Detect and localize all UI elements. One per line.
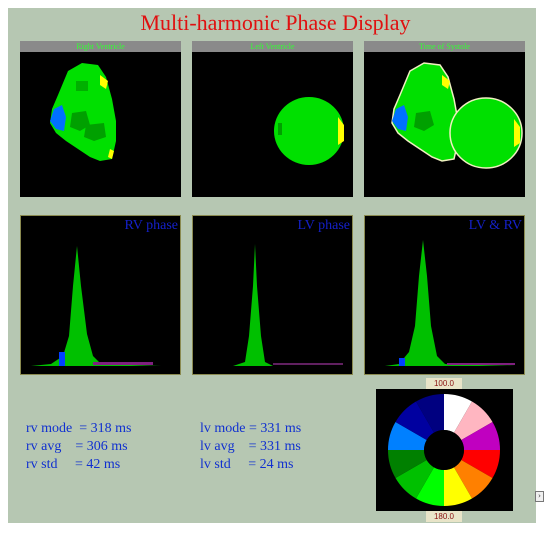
lv-rv-histogram-plot [385,240,515,366]
rv-phase-histogram: RV phase [20,215,181,375]
wheel-segment [444,467,472,506]
wheel-center [424,430,464,470]
scroll-right-arrow[interactable]: › [535,491,544,502]
left-ventricle-image [274,97,344,165]
wheel-segment [461,450,500,478]
lv-mode: lv mode = 331 ms [200,421,302,436]
left-ventricle-header: Left Ventricle [192,41,353,52]
left-ventricle-panel: Left Ventricle [192,41,353,197]
lv-std: lv std = 24 ms [200,457,294,472]
right-ventricle-panel: Right Ventricle [20,41,181,197]
wheel-segment [395,401,434,440]
lv-avg: lv avg = 331 ms [200,439,301,454]
time-of-systole-header: Time of Systole [364,41,525,52]
wheel-segment [388,422,427,450]
time-of-systole-panel: Time of Systole [364,41,525,197]
lv-phase-label: LV phase [297,218,351,233]
wheel-segment [454,460,493,499]
rv-std: rv std = 42 ms [26,457,121,472]
wheel-bottom-label: 180.0 [426,511,462,522]
color-wheel-graphic [388,394,500,506]
wheel-top-label: 100.0 [426,378,462,389]
wheel-segment [454,401,493,440]
right-ventricle-header: Right Ventricle [20,41,181,52]
rv-histogram-plot [31,246,161,366]
lv-histogram-plot [233,244,343,366]
lv-stats: lv mode = 331 ms lv avg = 331 ms lv std … [200,420,301,474]
page-title: Multi-harmonic Phase Display [140,10,411,35]
wheel-segment [461,422,500,450]
wheel-segment [444,394,472,433]
lv-rv-histogram: LV & RV [364,215,525,375]
lv-phase-histogram: LV phase [192,215,353,375]
wheel-segment [416,467,444,506]
wheel-segment [416,394,444,433]
rv-stats: rv mode = 318 ms rv avg = 306 ms rv std … [26,420,132,474]
wheel-segment [388,450,427,478]
wheel-segment [395,460,434,499]
phase-color-wheel [376,389,513,511]
time-of-systole-image [391,62,523,169]
lv-rv-label: LV & RV [468,218,522,233]
right-ventricle-image [50,63,116,161]
rv-phase-label: RV phase [124,218,178,233]
rv-mode: rv mode = 318 ms [26,421,132,436]
rv-avg: rv avg = 306 ms [26,439,128,454]
